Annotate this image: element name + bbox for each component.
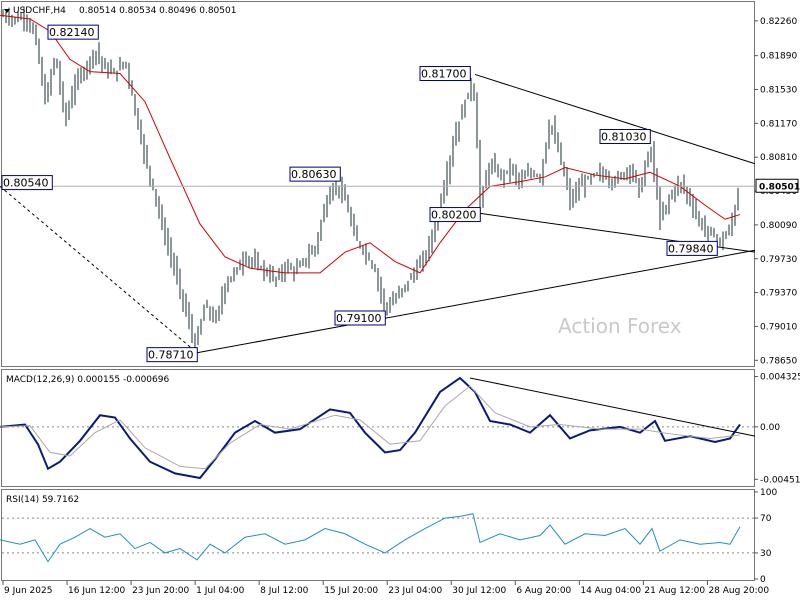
macd-signal-line (0, 385, 741, 470)
x-axis-label: 15 Jul 20:00 (324, 586, 378, 596)
price-axis-label: 0.82260 (760, 17, 797, 27)
moving-average-line (0, 14, 741, 274)
x-axis-label: 6 Aug 20:00 (516, 586, 571, 596)
price-axis-label: 0.79730 (760, 255, 797, 265)
macd-title: MACD(12,26,9) 0.000155 -0.000696 (6, 375, 169, 385)
macd-line (0, 376, 741, 480)
price-axis-label: 0.80090 (760, 221, 797, 231)
trendline (474, 73, 756, 165)
level-annotation: 0.79840 (668, 242, 714, 255)
level-annotation: 0.81030 (601, 131, 647, 144)
price-axis-label: 0.81530 (760, 86, 797, 96)
rsi-axis-label: 70 (760, 514, 772, 524)
level-annotation: 0.78710 (148, 349, 194, 362)
x-axis-label: 21 Aug 12:00 (644, 586, 705, 596)
watermark: Action Forex (558, 314, 682, 338)
x-axis-label: 28 Aug 20:00 (708, 586, 769, 596)
level-annotation-box (419, 66, 471, 82)
rsi-line (0, 513, 741, 563)
ohlc-readout: 0.80514 0.80534 0.80496 0.80501 (79, 6, 236, 16)
level-annotation-box (289, 166, 341, 182)
level-annotation: 0.80540 (3, 177, 49, 190)
level-annotation: 0.80200 (431, 209, 477, 222)
x-axis-label: 23 Jul 04:00 (388, 586, 442, 596)
price-axis-label: 0.81170 (760, 119, 797, 129)
price-axis-label: 0.79370 (760, 289, 797, 299)
level-annotation: 0.79100 (336, 312, 382, 325)
x-axis-label: 1 Jul 04:00 (196, 586, 245, 596)
macd-trendline (469, 377, 756, 437)
x-axis-label: 9 Jun 2025 (4, 586, 52, 596)
current-price-tag (755, 178, 799, 193)
level-annotation-box (599, 129, 651, 145)
x-axis-label: 23 Jun 20:00 (132, 586, 189, 596)
x-axis-label: 30 Jul 12:00 (452, 586, 506, 596)
rsi-panel-frame (1, 489, 755, 581)
rsi-axis-label: 0 (760, 575, 766, 585)
x-axis-label: 8 Jul 12:00 (260, 586, 309, 596)
trendline (196, 249, 756, 354)
level-annotation: 0.80630 (291, 168, 337, 181)
rsi-axis-label: 30 (760, 549, 772, 559)
level-annotation-box (146, 347, 198, 363)
macd-axis-label: 0.004325 (760, 373, 800, 383)
rsi-title: RSI(14) 59.7162 (6, 495, 79, 505)
symbol-dropdown-icon[interactable] (4, 9, 10, 13)
level-annotation-box (1, 175, 53, 191)
x-axis-label: 14 Aug 04:00 (580, 586, 641, 596)
current-price-label: 0.80501 (759, 182, 800, 192)
price-axis-label: 0.81890 (760, 52, 797, 62)
level-annotation-box (47, 24, 99, 40)
trendline (0, 185, 198, 354)
level-annotation-box (334, 310, 386, 326)
price-axis-label: 0.80810 (760, 153, 797, 163)
price-axis-label: 0.78650 (760, 356, 797, 366)
symbol-label[interactable]: USDCHF,H4 (13, 6, 66, 16)
level-annotation: 0.81700 (421, 68, 467, 81)
x-axis-label: 16 Jun 12:00 (68, 586, 125, 596)
level-annotation-box (429, 207, 481, 223)
price-axis-label: 0.79010 (760, 322, 797, 332)
level-annotation: 0.82140 (49, 26, 95, 39)
macd-panel-frame (1, 369, 755, 487)
level-annotation-box (666, 240, 718, 256)
rsi-axis-label: 100 (760, 488, 777, 498)
macd-axis-label: 0.00 (760, 423, 780, 433)
